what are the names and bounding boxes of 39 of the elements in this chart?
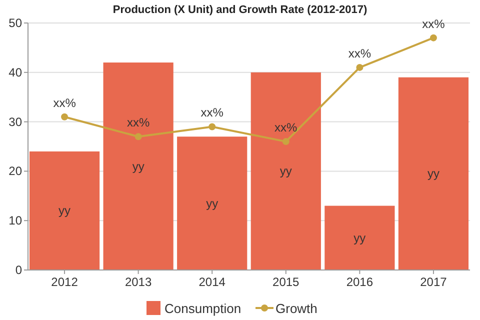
chart-title: Production (X Unit) and Growth Rate (2012-2017) — [112, 4, 368, 16]
x-tick-label: 2015 — [272, 275, 300, 289]
data-label: yy — [58, 204, 71, 218]
data-label: xx% — [348, 46, 372, 60]
x-tick-label: 2012 — [51, 275, 78, 289]
bar — [29, 151, 100, 270]
x-tick-label: 2013 — [124, 275, 152, 289]
data-label: yy — [354, 230, 366, 245]
point — [430, 34, 437, 42]
data-label: yy — [132, 159, 144, 174]
data-label: xx% — [200, 106, 224, 120]
legend-label: Growth — [276, 301, 318, 316]
y-tick-label: 20 — [8, 164, 22, 178]
data-label: yy — [206, 196, 218, 210]
y-tick-label: 10 — [8, 214, 22, 228]
legend-label: Consumption — [164, 301, 242, 316]
data-label: xx% — [53, 96, 76, 110]
x-tick-label: 2016 — [346, 275, 374, 289]
data-label: yy — [427, 166, 440, 181]
data-label: yy — [280, 164, 292, 178]
bar — [398, 77, 469, 270]
bar — [324, 206, 395, 270]
point — [134, 133, 142, 140]
data-label: xx% — [422, 16, 446, 31]
data-label: xx% — [274, 120, 298, 135]
point — [282, 138, 290, 146]
bar — [177, 136, 248, 270]
y-tick-label: 50 — [8, 16, 22, 30]
bar — [103, 62, 174, 270]
y-tick-label: 0 — [15, 263, 22, 277]
x-tick-label: 2017 — [420, 275, 448, 289]
x-tick-label: 2014 — [198, 275, 226, 289]
y-tick-label: 30 — [8, 114, 22, 129]
bar — [250, 72, 321, 270]
data-label: xx% — [126, 116, 150, 130]
point — [208, 123, 216, 130]
point — [61, 113, 68, 120]
point — [356, 64, 364, 71]
y-tick-label: 40 — [8, 65, 22, 80]
